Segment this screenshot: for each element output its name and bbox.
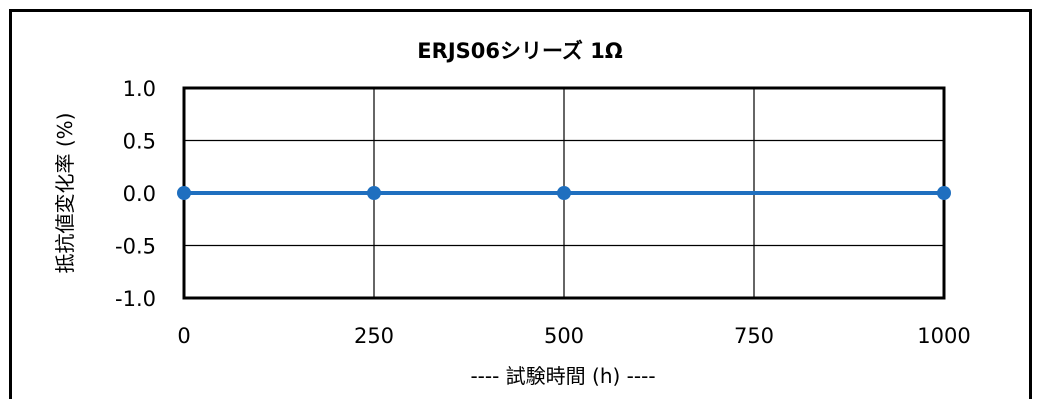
x-tick-label: 750: [734, 324, 774, 348]
chart-frame: [9, 9, 1032, 399]
y-axis-label: 抵抗値変化率 (%): [53, 113, 77, 274]
y-tick-label: 0.5: [123, 130, 156, 154]
y-tick-label: -0.5: [115, 235, 156, 259]
x-tick-label: 500: [544, 324, 584, 348]
x-tick-label: 0: [177, 324, 190, 348]
x-tick-label: 1000: [917, 324, 970, 348]
y-tick-label: 0.0: [123, 182, 156, 206]
data-point: [557, 186, 571, 200]
x-tick-labels: 0 250 500 750 1000: [177, 324, 970, 348]
series-layer: [177, 186, 951, 200]
data-point: [177, 186, 191, 200]
chart-title: ERJS06シリーズ 1Ω: [417, 39, 623, 63]
data-point: [367, 186, 381, 200]
y-tick-label: -1.0: [115, 287, 156, 311]
data-point: [937, 186, 951, 200]
x-tick-label: 250: [354, 324, 394, 348]
y-tick-label: 1.0: [123, 77, 156, 101]
y-tick-labels: -1.0 -0.5 0.0 0.5 1.0: [115, 77, 156, 311]
x-axis-label: ---- 試験時間 (h) ----: [470, 364, 655, 388]
